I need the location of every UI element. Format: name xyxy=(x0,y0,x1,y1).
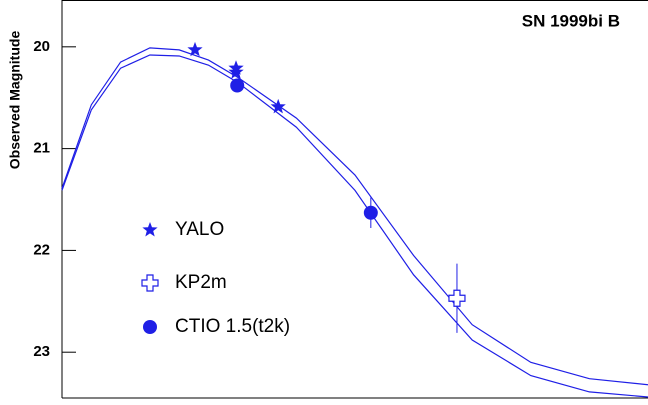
legend-label: YALO xyxy=(175,219,224,240)
model-curve xyxy=(61,47,648,386)
y-tick-label: 20 xyxy=(33,38,50,55)
legend-label: KP2m xyxy=(175,272,227,293)
legend-marker xyxy=(143,320,157,334)
circle-marker xyxy=(363,205,378,220)
y-axis-label: Observed Magnitude xyxy=(7,31,23,170)
model-curve xyxy=(61,54,648,398)
star-marker xyxy=(270,98,286,114)
y-tick-label: 21 xyxy=(33,140,50,157)
chart-title: SN 1999bi B xyxy=(522,11,620,30)
circle-marker xyxy=(230,78,245,93)
y-tick-label: 23 xyxy=(33,343,50,360)
star-marker xyxy=(228,64,244,79)
star-marker xyxy=(187,41,203,57)
cross-marker xyxy=(448,289,466,307)
legend-label: CTIO 1.5(t2k) xyxy=(175,316,290,337)
legend-marker xyxy=(142,222,158,237)
legend-marker xyxy=(141,274,159,292)
y-tick-label: 22 xyxy=(33,241,50,258)
